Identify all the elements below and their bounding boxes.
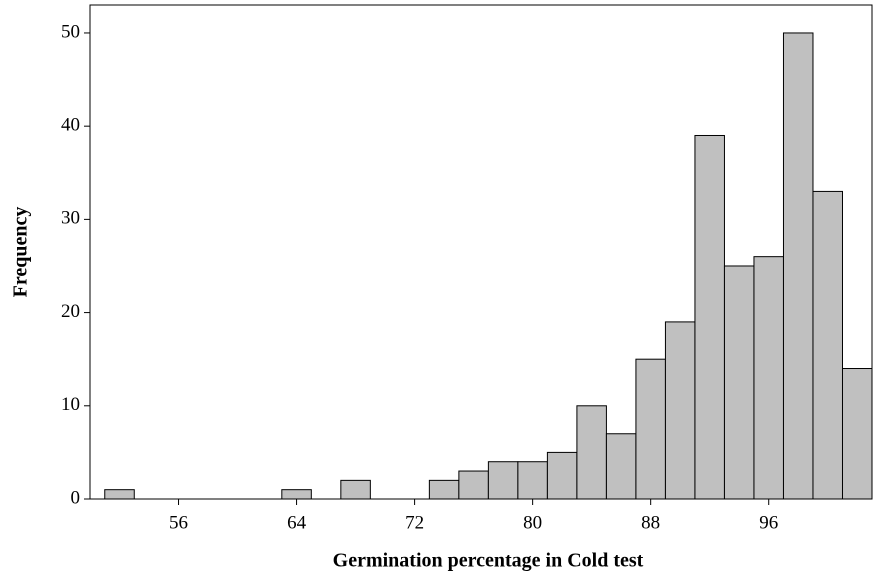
bar (782, 32, 814, 500)
bar (281, 489, 312, 500)
x-axis-title: Germination percentage in Cold test (333, 550, 644, 572)
bar (428, 479, 460, 500)
y-tick-label: 30 (61, 208, 80, 229)
x-tick-label: 96 (759, 512, 778, 533)
x-tick-label: 72 (405, 512, 424, 533)
bar (841, 368, 873, 500)
bar (487, 461, 519, 500)
bar (664, 321, 696, 500)
bar (104, 489, 135, 500)
y-axis-title: Frequency (10, 207, 32, 298)
bar (605, 433, 637, 500)
bar (753, 256, 784, 500)
y-tick-label: 40 (61, 115, 80, 136)
bar (546, 451, 578, 500)
y-tick-label: 20 (61, 301, 80, 322)
bar (517, 461, 548, 500)
bar (340, 479, 371, 500)
bar (812, 190, 843, 500)
y-tick-label: 10 (61, 394, 80, 415)
bar (576, 405, 607, 500)
x-tick-label: 88 (641, 512, 660, 533)
bar (723, 265, 755, 500)
x-tick-label: 64 (287, 512, 307, 533)
bar (458, 470, 489, 500)
plot-frame (89, 4, 873, 500)
x-tick-label: 56 (169, 512, 188, 533)
x-tick-label: 80 (523, 512, 542, 533)
y-tick-label: 50 (61, 21, 80, 42)
bar (694, 134, 725, 500)
bar (635, 358, 666, 500)
y-tick-label: 0 (71, 487, 81, 508)
